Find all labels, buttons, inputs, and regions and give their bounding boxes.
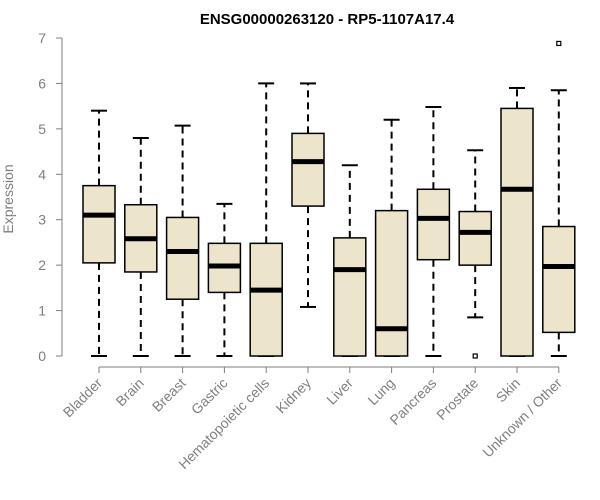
x-tick-label: Breast [149,375,189,415]
y-tick-label: 5 [38,121,46,137]
box-iqr [249,242,283,357]
box-breast [165,124,200,357]
y-tick-label: 1 [38,303,46,319]
box-hematopoietic-cells [249,82,283,357]
x-tick-label: Lung [364,375,397,408]
boxes-group [82,40,576,359]
box-iqr [291,132,325,207]
box-skin [500,86,534,357]
box-iqr [458,210,492,266]
box-iqr [82,184,116,264]
chart-title: ENSG00000263120 - RP5-1107A17.4 [200,11,455,28]
y-axis-label: Expression [0,164,16,233]
y-tick-label: 3 [38,212,46,228]
box-iqr [165,216,200,300]
box-iqr [374,209,409,357]
y-tick-label: 7 [38,30,46,46]
box-bladder [82,109,116,357]
x-tick-label: Prostate [433,375,481,423]
outlier-point [556,40,562,47]
outlier-point [472,353,478,359]
y-tick-label: 2 [38,257,46,273]
box-gastric [207,202,242,357]
y-tick-label: 0 [38,348,46,364]
y-tick-label: 6 [38,75,46,91]
box-kidney [291,82,325,308]
y-tick-label: 4 [38,166,46,182]
box-iqr [416,188,451,261]
x-tick-label: Skin [493,375,524,406]
x-tick-label: Brain [112,375,146,409]
x-tick-label: Kidney [273,375,315,417]
box-iqr [542,225,576,334]
box-prostate [458,149,492,359]
box-liver [333,164,367,357]
box-unknown-other [542,40,576,357]
box-pancreas [416,106,451,357]
x-tick-label: Unknown / Other [479,375,565,461]
x-tick-label: Liver [323,375,356,408]
y-axis: 0 1 2 3 4 5 6 7 [38,30,63,364]
box-iqr [500,107,534,357]
box-lung [374,118,409,357]
box-iqr [333,237,367,357]
box-brain [124,136,158,357]
x-tick-label: Bladder [60,375,106,421]
